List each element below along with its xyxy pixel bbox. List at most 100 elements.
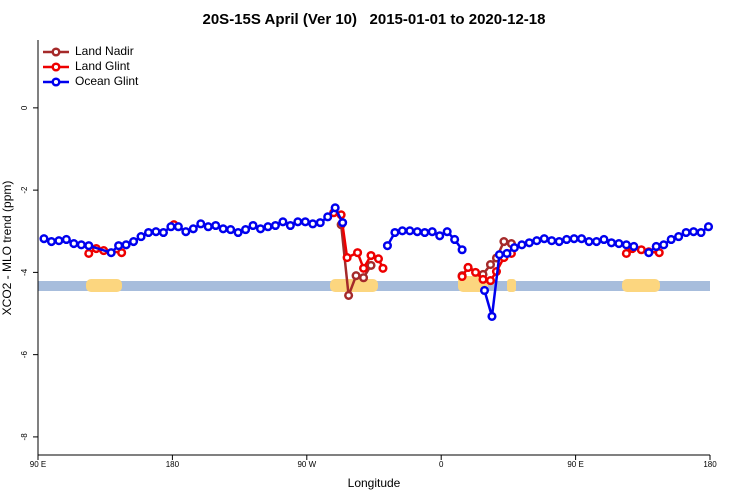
data-point	[405, 226, 415, 236]
data-point	[181, 227, 191, 237]
data-point	[517, 240, 527, 250]
data-point	[435, 231, 445, 241]
data-point	[674, 232, 684, 242]
data-point	[621, 248, 631, 259]
data-point	[106, 248, 116, 258]
y-tick-label: -6	[20, 351, 29, 359]
legend-label: Ocean Glint	[75, 74, 139, 88]
data-point	[487, 311, 497, 321]
data-point	[226, 225, 236, 235]
data-point	[599, 234, 609, 245]
data-point	[241, 225, 251, 235]
data-point	[278, 217, 288, 227]
data-point	[218, 224, 228, 234]
data-point	[366, 250, 376, 261]
data-point	[412, 227, 422, 237]
x-tick-label: 0	[439, 460, 444, 469]
y-tick-label: -4	[20, 268, 29, 276]
data-point	[158, 227, 168, 238]
data-point	[129, 236, 139, 247]
data-point	[584, 236, 594, 247]
y-axis-label: XCO2 - MLO trend (ppm)	[0, 181, 14, 316]
data-point	[353, 248, 363, 258]
data-point	[554, 236, 564, 247]
data-point	[478, 274, 488, 284]
data-point	[539, 234, 549, 244]
data-point	[606, 238, 616, 248]
data-point	[644, 248, 654, 258]
data-point	[330, 203, 340, 213]
data-point	[479, 285, 490, 296]
data-point	[666, 234, 676, 245]
data-point	[323, 212, 333, 222]
data-point	[358, 273, 369, 283]
y-tick-label: 0	[20, 105, 29, 110]
data-point	[300, 217, 310, 227]
land-band	[86, 279, 122, 292]
land-band	[507, 279, 516, 292]
data-point	[457, 245, 467, 255]
data-point	[211, 220, 221, 231]
data-point	[427, 227, 437, 237]
data-point	[121, 240, 131, 250]
data-point	[203, 222, 213, 232]
chart-title: 20S-15S April (Ver 10) 2015-01-01 to 202…	[203, 11, 546, 28]
legend-label: Land Nadir	[75, 44, 134, 58]
data-point	[151, 227, 161, 237]
legend-marker	[51, 47, 61, 57]
data-point	[46, 236, 56, 247]
data-point	[76, 240, 86, 250]
data-point	[366, 260, 376, 270]
data-point	[69, 239, 79, 249]
data-point	[703, 222, 714, 232]
data-point	[494, 250, 504, 260]
data-point	[397, 226, 407, 236]
data-point	[342, 253, 352, 263]
data-point	[39, 234, 49, 244]
data-point	[188, 224, 198, 234]
data-point	[470, 267, 481, 277]
data-point	[651, 241, 661, 252]
data-point	[485, 276, 496, 286]
data-point	[577, 234, 587, 244]
data-point	[196, 219, 206, 229]
x-tick-label: 180	[166, 460, 180, 469]
data-point	[659, 240, 669, 250]
data-point	[689, 227, 699, 237]
data-point	[308, 219, 318, 229]
data-point	[344, 290, 354, 300]
data-point	[233, 227, 243, 238]
data-point	[390, 227, 400, 238]
land-band	[622, 279, 660, 292]
data-point	[485, 260, 496, 270]
data-point	[84, 248, 94, 259]
data-point	[532, 236, 542, 246]
data-point	[442, 227, 452, 237]
data-point	[457, 271, 467, 282]
data-point	[61, 234, 71, 245]
x-tick-label: 90 E	[567, 460, 583, 469]
data-point	[569, 234, 579, 244]
data-point	[263, 222, 273, 232]
data-point	[450, 234, 460, 245]
data-point	[54, 236, 64, 246]
data-point	[143, 227, 154, 238]
data-point	[621, 240, 631, 250]
data-point	[373, 254, 384, 264]
data-point	[338, 218, 348, 228]
data-point	[591, 236, 602, 247]
data-point	[636, 245, 646, 255]
data-point	[255, 224, 266, 234]
data-point	[562, 234, 572, 245]
data-point	[502, 248, 512, 259]
data-point	[420, 227, 430, 238]
data-point	[696, 227, 706, 238]
data-point	[270, 220, 280, 231]
x-tick-label: 90 W	[297, 460, 316, 469]
data-point	[173, 222, 183, 232]
legend-marker	[51, 62, 61, 72]
x-tick-label: 90 E	[30, 460, 46, 469]
legend-marker	[51, 77, 61, 87]
